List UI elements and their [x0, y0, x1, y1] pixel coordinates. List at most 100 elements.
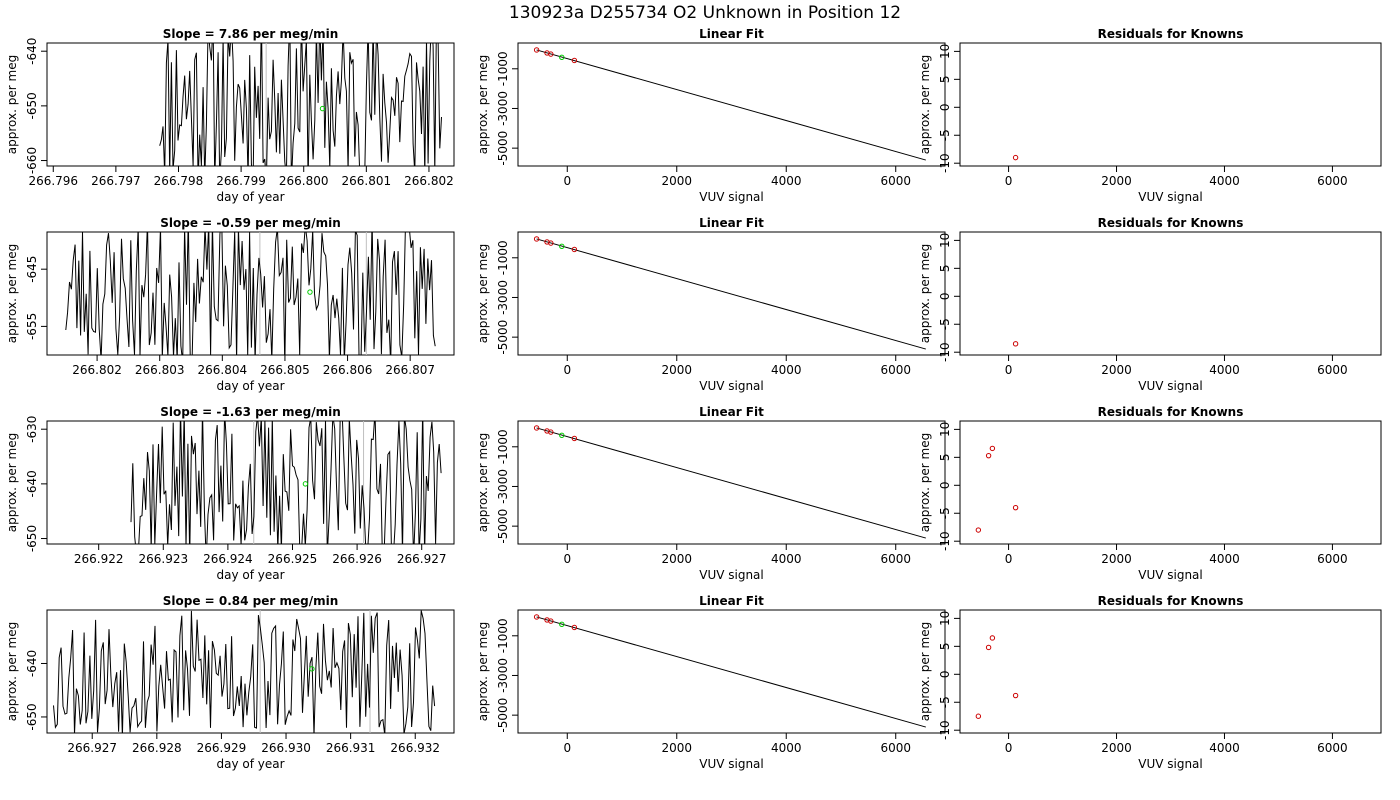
x-tick-label: 266.807: [385, 363, 435, 377]
fit-line: [536, 616, 926, 728]
x-tick-label: 6000: [1317, 741, 1348, 755]
y-tick-label: 10: [938, 233, 952, 248]
x-tick-label: 4000: [771, 741, 802, 755]
plot-frame: [46, 609, 455, 734]
x-tick-label: 6000: [1317, 552, 1348, 566]
y-tick-label: -1000: [496, 51, 510, 86]
x-tick-label: 266.932: [390, 741, 440, 755]
x-tick-label: 266.806: [323, 363, 373, 377]
x-tick-label: 0: [563, 552, 571, 566]
chart-panel-r1-c0: Slope = -0.59 per meg/min 266.802 266.803 2…: [5, 216, 455, 393]
y-tick-label: -5000: [496, 320, 510, 355]
chart-panel-r0-c1: Linear Fit 0 2000 4000 6000 -1000 -3000 -5000 VU…: [476, 27, 946, 204]
x-tick-label: 6000: [880, 174, 911, 188]
unknown-point: [559, 432, 565, 438]
x-tick-label: 0: [563, 174, 571, 188]
y-tick-label: 10: [938, 611, 952, 626]
x-tick-label: 266.929: [197, 741, 247, 755]
y-axis-label: approx. per meg: [5, 55, 19, 154]
y-tick-label: -650: [25, 525, 39, 552]
known-point: [548, 618, 554, 624]
y-axis-label: approx. per meg: [918, 55, 932, 154]
x-axis-label: VUV signal: [699, 190, 764, 204]
x-tick-label: 266.799: [216, 174, 266, 188]
signal-trace-line: [159, 43, 442, 166]
plot-frame: [46, 231, 455, 356]
y-tick-label: -3000: [496, 91, 510, 126]
y-axis-label: approx. per meg: [918, 433, 932, 532]
x-tick-label: 266.923: [138, 552, 188, 566]
panel-title: Residuals for Knowns: [1098, 594, 1244, 608]
known-point: [975, 527, 982, 533]
x-tick-label: 266.926: [332, 552, 382, 566]
y-tick-label: -645: [25, 256, 39, 283]
panel-title: Residuals for Knowns: [1098, 405, 1244, 419]
x-tick-label: 2000: [1101, 174, 1132, 188]
plot-data-area: [533, 614, 926, 728]
chart-panel-r0-c0: Slope = 7.86 per meg/min 266.796 266.797 26…: [5, 27, 455, 204]
x-tick-label: 266.925: [268, 552, 318, 566]
y-tick-label: -640: [25, 470, 39, 497]
known-point: [533, 47, 540, 53]
chart-panel-r2-c2: Residuals for Knowns 0 2000 4000 6000 10 5 0 -5 -…: [918, 405, 1382, 582]
known-point: [989, 635, 996, 641]
y-axis-label: approx. per meg: [476, 622, 490, 721]
known-point: [985, 644, 992, 651]
panel-title: Linear Fit: [699, 216, 764, 230]
unknown-point: [559, 243, 565, 249]
known-point: [533, 614, 540, 620]
panel-title: Residuals for Knowns: [1098, 27, 1244, 41]
y-tick-label: -5: [938, 129, 952, 141]
x-tick-label: 2000: [1101, 363, 1132, 377]
x-tick-label: 266.802: [404, 174, 454, 188]
chart-panel-r2-c0: Slope = -1.63 per meg/min 266.922 266.923 2…: [5, 405, 455, 582]
x-axis-label: VUV signal: [1138, 568, 1203, 582]
plot-frame: [959, 609, 1382, 734]
x-tick-label: 266.797: [91, 174, 141, 188]
y-tick-label: 0: [938, 292, 952, 300]
known-point: [1012, 504, 1019, 511]
chart-panel-r1-c1: Linear Fit 0 2000 4000 6000 -1000 -3000 -5000 VU…: [476, 216, 946, 393]
y-tick-label: 0: [938, 481, 952, 489]
x-tick-label: 266.801: [342, 174, 392, 188]
x-tick-label: 6000: [1317, 174, 1348, 188]
y-axis-label: approx. per meg: [476, 433, 490, 532]
x-tick-label: 266.924: [203, 552, 253, 566]
x-axis-label: day of year: [216, 757, 284, 771]
panel-title: Slope = -1.63 per meg/min: [160, 405, 341, 419]
chart-panel-r3-c2: Residuals for Knowns 0 2000 4000 6000 10 5 0 -5 -…: [918, 594, 1382, 771]
plot-data-area: [1012, 154, 1019, 161]
plot-data-area: [53, 610, 436, 733]
fit-line: [536, 238, 926, 350]
known-point: [533, 236, 540, 242]
known-point: [975, 713, 982, 719]
plot-frame: [959, 420, 1382, 545]
x-tick-label: 266.928: [132, 741, 182, 755]
plot-frame: [959, 42, 1382, 167]
y-tick-label: -660: [25, 147, 39, 174]
y-tick-label: 5: [938, 454, 952, 462]
x-tick-label: 4000: [771, 363, 802, 377]
y-tick-label: -5000: [496, 131, 510, 166]
y-tick-label: -10: [938, 342, 952, 362]
known-point: [548, 429, 554, 435]
y-tick-label: 0: [938, 670, 952, 678]
y-axis-label: approx. per meg: [476, 244, 490, 343]
x-tick-label: 2000: [1101, 552, 1132, 566]
plot-data-area: [65, 232, 436, 355]
x-tick-label: 266.802: [72, 363, 122, 377]
x-axis-label: VUV signal: [699, 379, 764, 393]
panel-title: Slope = 7.86 per meg/min: [163, 27, 339, 41]
known-point: [1012, 341, 1019, 347]
x-tick-label: 266.804: [198, 363, 248, 377]
signal-trace-line: [53, 610, 436, 733]
plot-data-area: [159, 43, 442, 166]
x-tick-label: 266.798: [154, 174, 204, 188]
y-tick-label: 5: [938, 265, 952, 273]
known-point: [985, 452, 992, 459]
plot-frame: [46, 420, 455, 545]
x-tick-label: 2000: [661, 552, 692, 566]
x-tick-label: 0: [563, 363, 571, 377]
known-point: [533, 425, 540, 431]
known-point: [548, 51, 554, 57]
